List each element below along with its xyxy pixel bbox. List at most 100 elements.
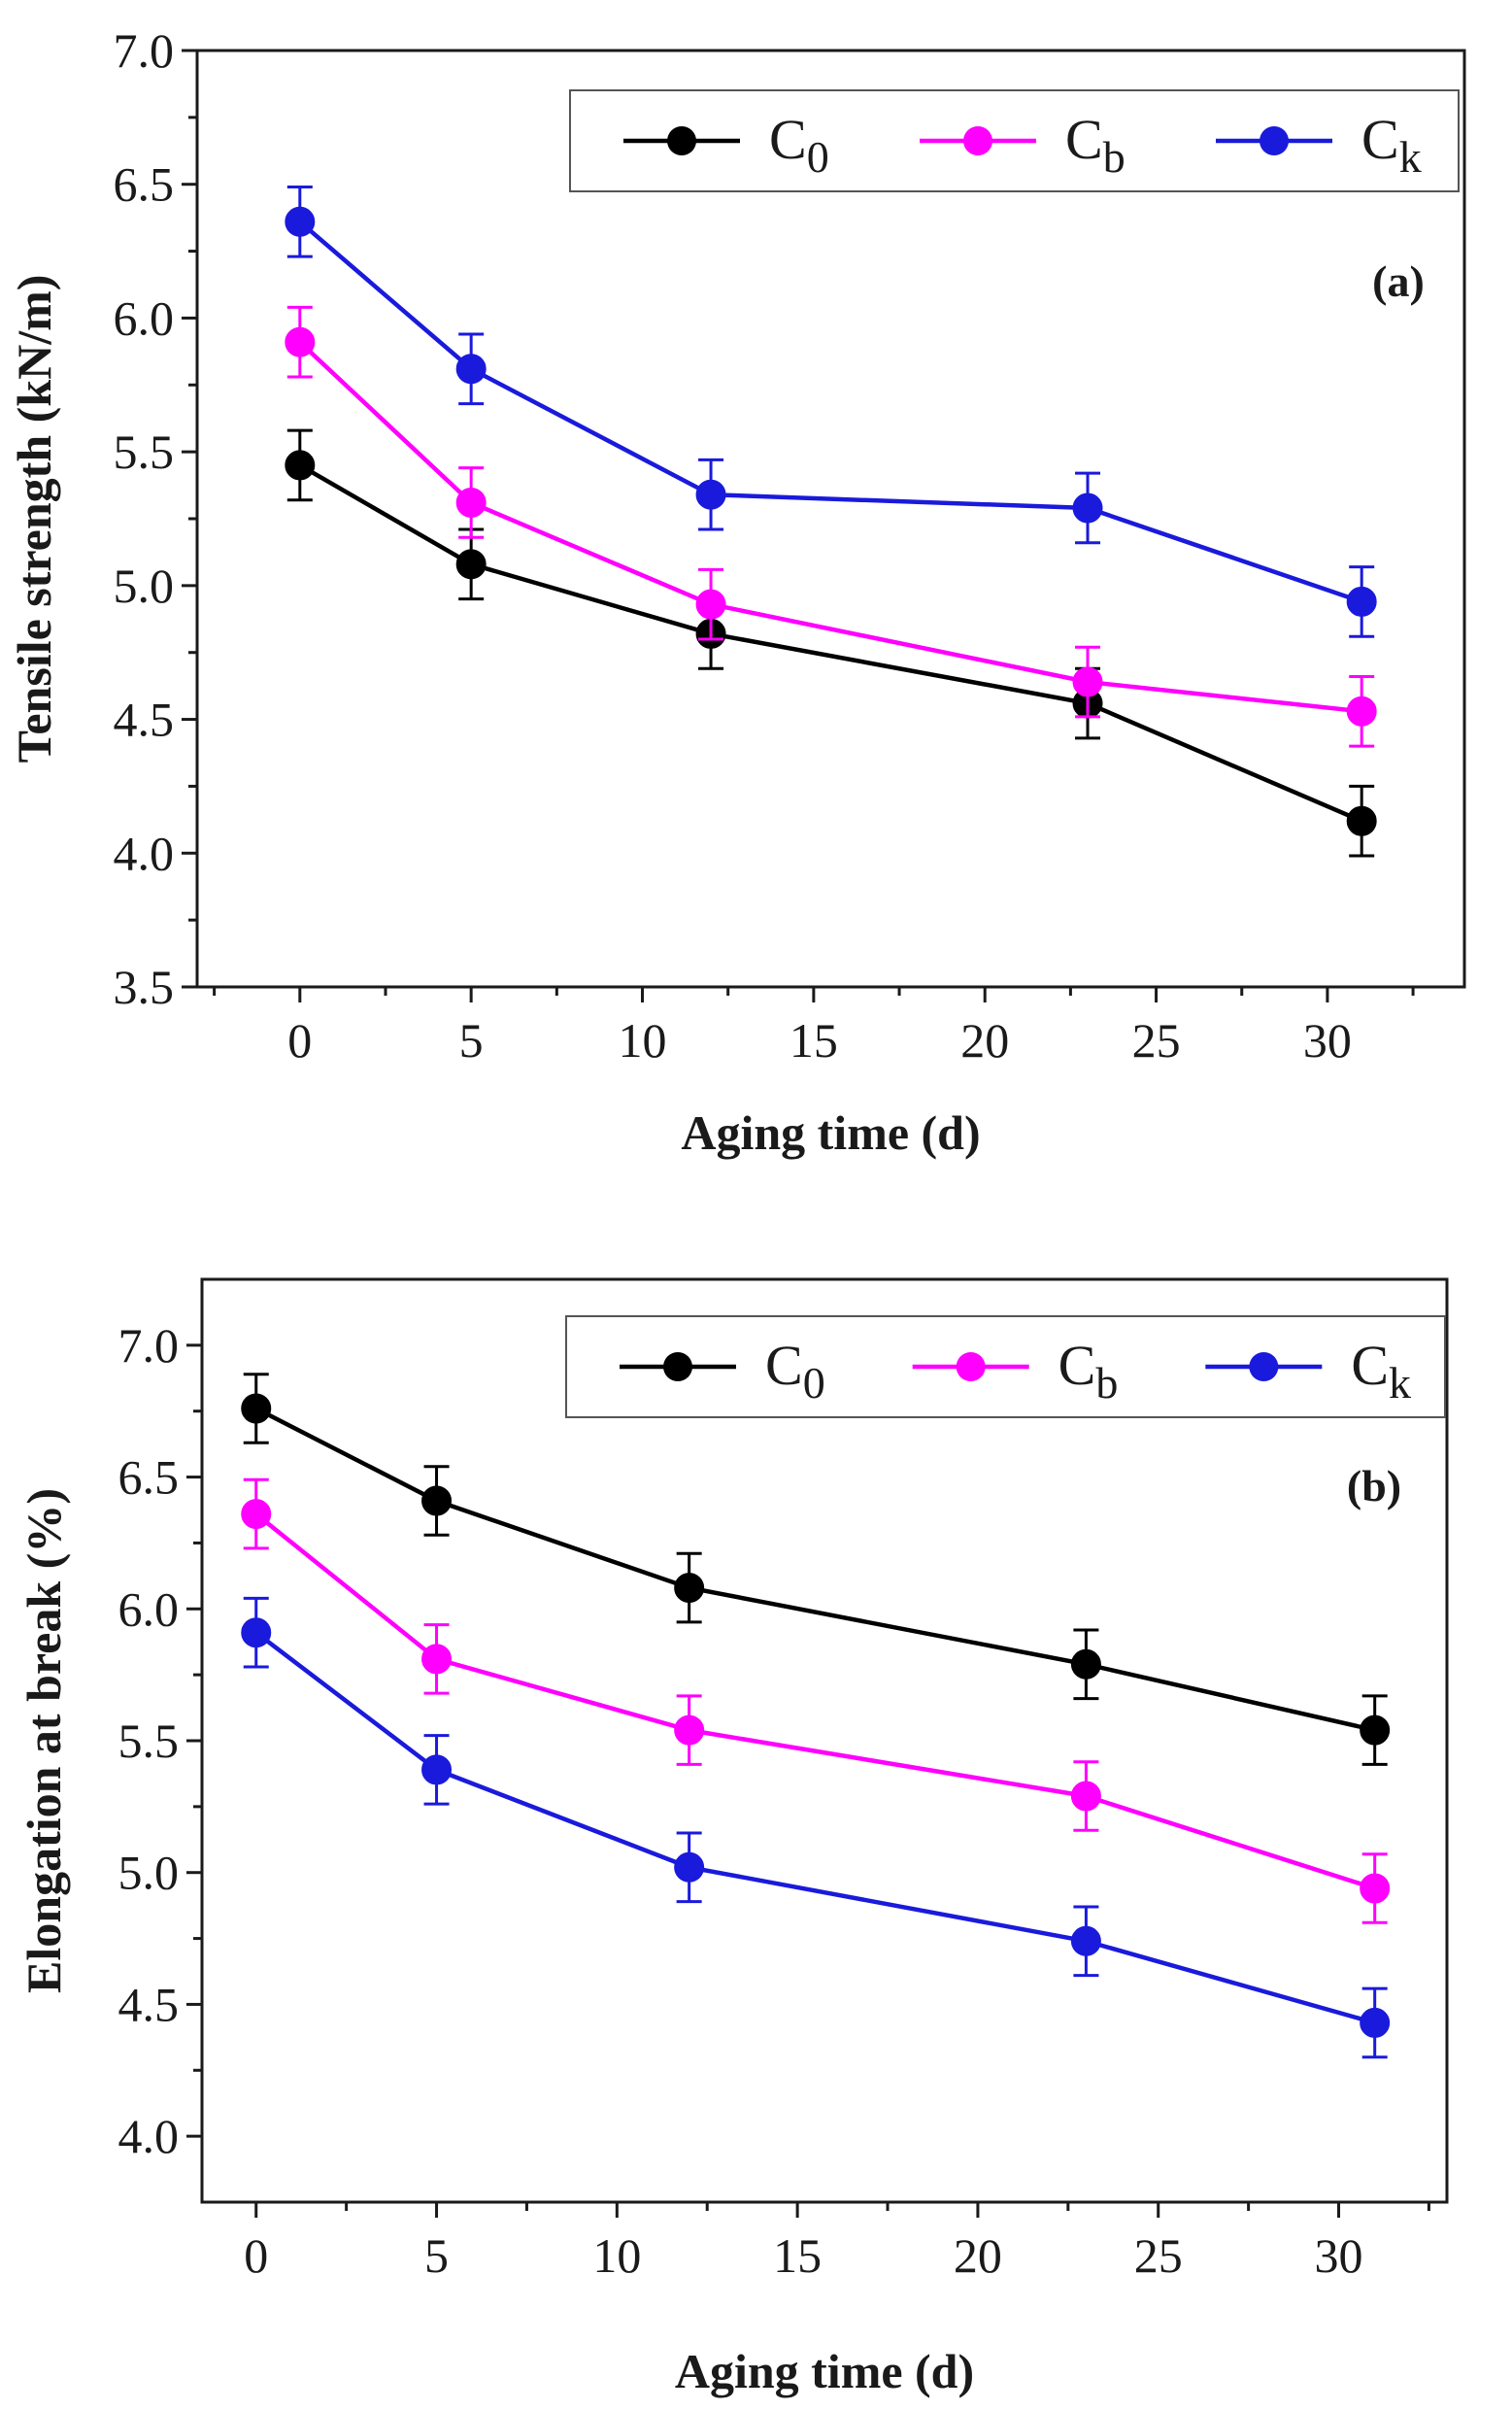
data-point (1360, 1873, 1391, 1904)
legend-item-C0: C0 (623, 108, 829, 182)
y-tick-label: 6.0 (118, 1581, 180, 1636)
legend-marker (663, 1352, 692, 1381)
data-point (455, 354, 487, 385)
data-point (1346, 696, 1377, 727)
data-point (241, 1393, 272, 1424)
legend-marker (963, 126, 992, 155)
x-tick-label: 5 (459, 1013, 484, 1068)
data-point (674, 1714, 705, 1746)
chart-panel-a: 3.5 4.0 4.5 5.0 5.5 6.0 6.5 7.0 0 5 10 15 20 25 30 Agin… (7, 23, 1466, 1160)
data-point (285, 206, 316, 237)
data-point (1346, 586, 1377, 617)
legend-label-main: C (1361, 108, 1399, 171)
x-tick-label: 15 (773, 2228, 822, 2283)
legend-label-main: C (1058, 1334, 1096, 1397)
y-tick-label: 5.0 (118, 1846, 180, 1900)
data-point (1070, 1781, 1101, 1812)
legend-marker (1249, 1352, 1279, 1381)
data-point (1070, 1925, 1101, 1956)
legend-label: C0 (769, 108, 829, 182)
series-Cb (241, 1477, 1391, 1924)
data-point (455, 487, 487, 518)
data-point (674, 1851, 705, 1883)
legend-label-sub: b (1095, 1358, 1118, 1408)
data-point (421, 1644, 453, 1675)
data-point (241, 1499, 272, 1530)
data-point (1072, 666, 1103, 697)
x-tick-label: 20 (954, 2228, 1002, 2283)
x-tick-label: 20 (960, 1013, 1009, 1068)
legend-marker (667, 126, 696, 155)
legend-label-sub: b (1103, 132, 1126, 182)
legend: C0 Cb Ck (569, 89, 1460, 192)
legend: C0 Cb Ck (565, 1315, 1446, 1418)
data-point (421, 1485, 453, 1516)
x-tick-label: 10 (592, 2228, 641, 2283)
legend-label-sub: 0 (803, 1358, 825, 1408)
panel-label: (a) (1372, 256, 1425, 306)
series-Ck (241, 1596, 1391, 2059)
x-tick-label: 25 (1132, 1013, 1181, 1068)
legend-label: Cb (1058, 1334, 1119, 1408)
legend-label-sub: 0 (807, 132, 829, 182)
series-Ck (285, 185, 1377, 638)
y-tick-label: 4.5 (114, 693, 175, 747)
data-point (285, 450, 316, 481)
x-axis-title: Aging time (d) (675, 2344, 974, 2398)
data-point (1070, 1648, 1101, 1680)
y-tick-label: 7.0 (114, 23, 175, 78)
x-tick-label: 25 (1134, 2228, 1183, 2283)
y-tick-label: 4.0 (118, 2109, 180, 2163)
x-tick-label: 0 (244, 2228, 268, 2283)
data-point (1072, 492, 1103, 524)
series-Cb (285, 305, 1377, 748)
chart-panel-b: 4.0 4.5 5.0 5.5 6.0 6.5 7.0 0 5 10 15 20 25 30 Aging t… (17, 1277, 1449, 2398)
data-point (674, 1573, 705, 1604)
data-point (1360, 1714, 1391, 1746)
x-tick-label: 15 (790, 1013, 838, 1068)
y-tick-label: 4.5 (118, 1977, 180, 2031)
legend-label-sub: k (1389, 1358, 1411, 1408)
y-tick-label: 4.0 (114, 826, 175, 880)
data-point (1346, 805, 1377, 836)
legend-item-C0: C0 (620, 1334, 825, 1408)
y-tick-label: 5.5 (118, 1714, 180, 1768)
legend-label-main: C (1065, 108, 1103, 171)
x-tick-label: 30 (1303, 1013, 1352, 1068)
legend-label-main: C (1351, 1334, 1389, 1397)
y-tick-label: 7.0 (118, 1318, 180, 1373)
x-axis-title: Aging time (d) (681, 1105, 980, 1160)
legend-marker (956, 1352, 986, 1381)
x-tick-label: 10 (619, 1013, 667, 1068)
x-tick-label: 0 (287, 1013, 312, 1068)
legend-label-main: C (765, 1334, 803, 1397)
data-point (695, 589, 726, 620)
y-tick-label: 5.5 (114, 424, 175, 479)
data-point (695, 479, 726, 510)
legend-marker (1260, 126, 1289, 155)
x-tick-label: 30 (1315, 2228, 1363, 2283)
data-point (455, 549, 487, 580)
y-tick-label: 6.5 (114, 157, 175, 212)
legend-item-Ck: Ck (1205, 1334, 1411, 1408)
y-tick-label: 6.0 (114, 290, 175, 345)
legend-label: C0 (765, 1334, 825, 1408)
data-point (241, 1617, 272, 1648)
y-axis-title: Tensile strength (kN/m) (7, 275, 61, 764)
legend-label-sub: k (1399, 132, 1422, 182)
legend-label-main: C (769, 108, 807, 171)
panel-label: (b) (1347, 1461, 1401, 1510)
series-C0 (241, 1373, 1391, 1766)
y-axis-title: Elongation at break (%) (17, 1488, 71, 1993)
legend-item-Cb: Cb (912, 1334, 1119, 1408)
y-tick-label: 6.5 (118, 1450, 180, 1505)
data-point (1360, 2007, 1391, 2038)
legend-item-Cb: Cb (920, 108, 1126, 182)
data-point (285, 326, 316, 357)
y-tick-label: 5.0 (114, 559, 175, 613)
x-tick-label: 5 (424, 2228, 449, 2283)
legend-label: Ck (1361, 108, 1422, 182)
legend-label: Ck (1351, 1334, 1411, 1408)
